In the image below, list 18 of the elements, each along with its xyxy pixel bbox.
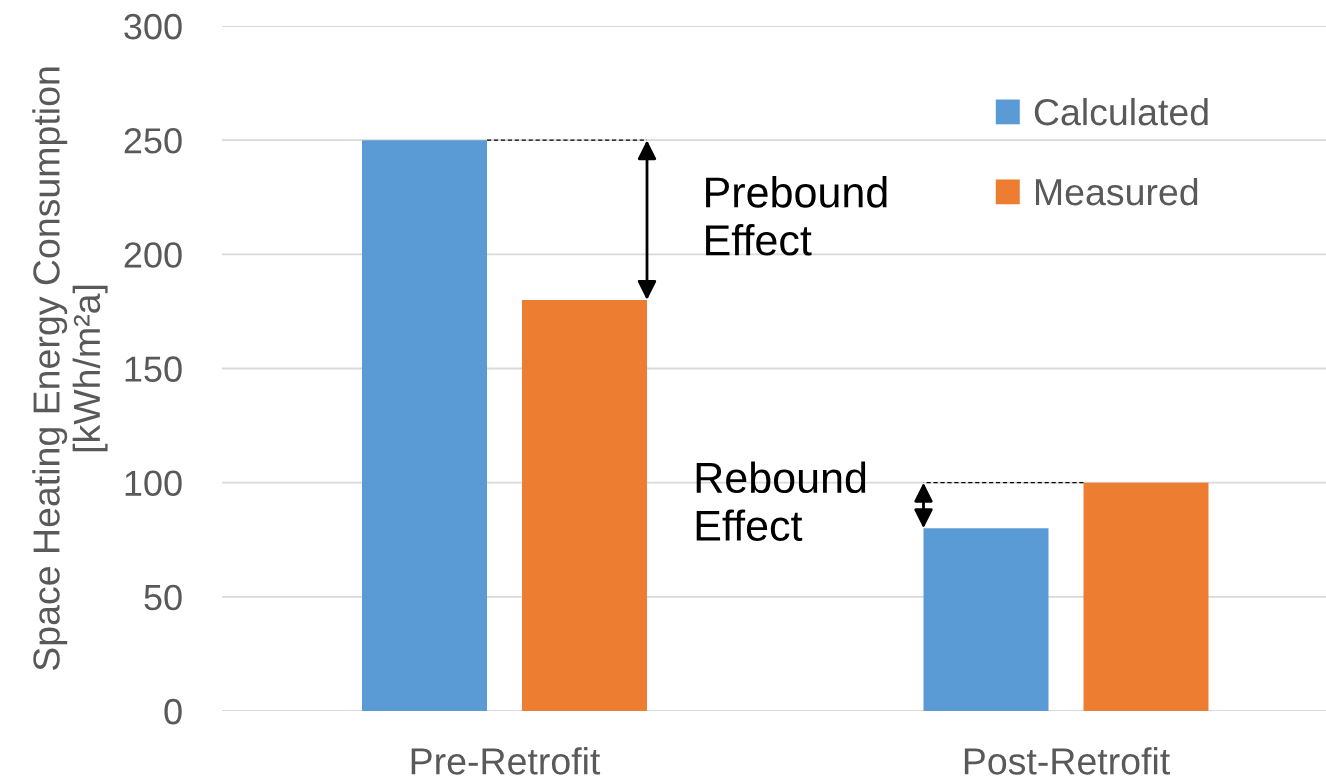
y-axis-title: Space Heating Energy Consumption [kWh/m²a] — [32, 67, 108, 671]
y-tick-label: 150 — [125, 356, 182, 382]
y-tick-label: 50 — [144, 584, 182, 611]
y-tick-label: 100 — [125, 470, 182, 497]
annotation: Rebound Effect — [696, 461, 866, 542]
y-tick-label: 250 — [124, 128, 182, 154]
legend-label: Calculated — [1034, 97, 1208, 126]
bar — [923, 528, 1049, 711]
y-tick-label: 0 — [164, 698, 182, 725]
bar — [362, 140, 487, 711]
annotation: Prebound Effect — [706, 176, 887, 256]
x-tick-label: Post-Retrofit — [964, 747, 1170, 775]
x-tick-label: Pre-Retrofit — [411, 747, 601, 775]
bar — [1083, 482, 1209, 711]
legend-label: Measured — [1035, 177, 1198, 206]
y-tick-label: 300 — [124, 13, 182, 40]
y-tick-label: 200 — [124, 242, 182, 268]
bar — [522, 300, 647, 711]
